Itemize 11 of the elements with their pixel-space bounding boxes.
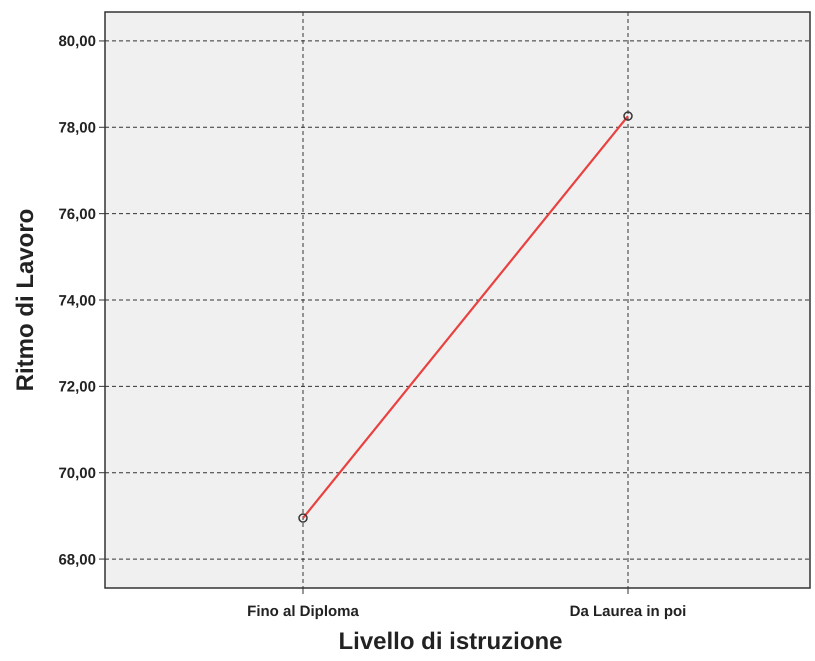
y-tick-label: 68,00 (58, 551, 96, 568)
x-axis-title: Livello di istruzione (338, 628, 563, 655)
y-tick-label: 78,00 (58, 120, 96, 137)
x-tick-label: Da Laurea in poi (570, 603, 686, 620)
y-axis-title: Ritmo di Lavoro (12, 208, 39, 392)
y-tick-label: 80,00 (58, 33, 96, 50)
y-tick-label: 74,00 (58, 292, 96, 310)
y-tick-label: 72,00 (58, 378, 96, 396)
x-tick-label: Fino al Diploma (247, 603, 360, 620)
y-tick-label: 76,00 (58, 206, 96, 223)
y-tick-label: 70,00 (58, 464, 96, 482)
